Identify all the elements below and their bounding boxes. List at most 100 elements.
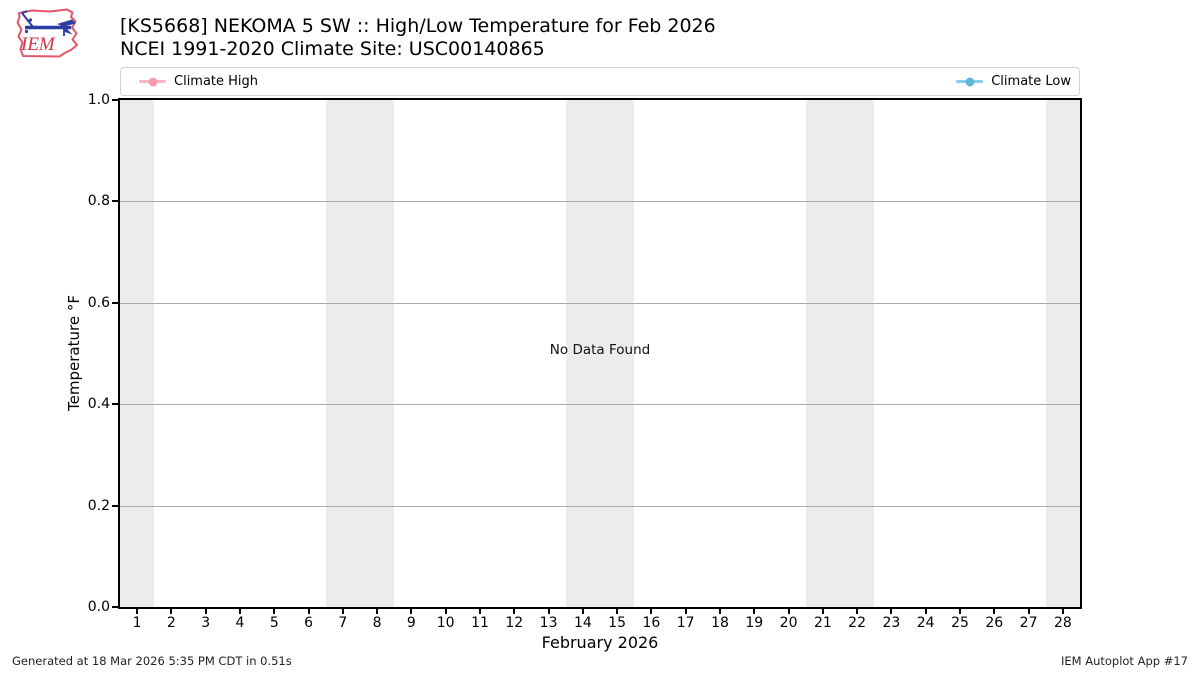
- x-tick-mark: [307, 607, 310, 614]
- x-tick-label: 17: [676, 615, 695, 631]
- x-tick-mark: [1027, 607, 1030, 614]
- legend-label-climate-high: Climate High: [174, 74, 259, 89]
- weekend-band: [1045, 100, 1080, 607]
- gridline: [120, 505, 1080, 507]
- legend-label-climate-low: Climate Low: [991, 74, 1071, 89]
- x-tick-label: 16: [642, 615, 661, 631]
- x-tick-label: 15: [608, 615, 627, 631]
- weekend-band: [565, 100, 635, 607]
- x-tick-label: 7: [338, 615, 348, 631]
- x-tick-mark: [993, 607, 996, 614]
- x-tick-mark: [650, 607, 653, 614]
- no-data-message: No Data Found: [549, 342, 651, 358]
- x-tick-mark: [341, 607, 344, 614]
- weekend-band: [325, 100, 395, 607]
- y-tick-label: 0.4: [87, 396, 110, 413]
- legend-entry-climate-low: Climate Low: [956, 74, 1071, 89]
- x-tick-mark: [136, 607, 139, 614]
- generated-timestamp: Generated at 18 Mar 2026 5:35 PM CDT in …: [12, 654, 292, 668]
- y-tick-mark: [112, 403, 119, 406]
- x-tick-mark: [616, 607, 619, 614]
- y-tick-mark: [112, 504, 119, 507]
- x-tick-mark: [410, 607, 413, 614]
- x-tick-label: 5: [269, 615, 279, 631]
- x-tick-mark: [787, 607, 790, 614]
- x-tick-mark: [890, 607, 893, 614]
- x-tick-mark: [581, 607, 584, 614]
- x-tick-label: 2: [166, 615, 176, 631]
- legend: Climate High Climate Low: [120, 67, 1080, 96]
- x-tick-mark: [547, 607, 550, 614]
- plot-spine-left: [118, 98, 120, 609]
- x-tick-label: 19: [745, 615, 764, 631]
- x-tick-label: 24: [916, 615, 935, 631]
- iowa-outline: [16, 8, 78, 58]
- x-tick-mark: [239, 607, 241, 614]
- x-tick-label: 3: [201, 615, 211, 631]
- x-tick-label: 11: [471, 615, 489, 631]
- x-tick-label: 28: [1053, 615, 1072, 631]
- x-tick-label: 22: [848, 615, 867, 631]
- climate-low-marker-icon: [956, 77, 984, 86]
- weekend-band: [120, 100, 155, 607]
- gridline: [120, 302, 1080, 304]
- y-tick-mark: [112, 301, 119, 304]
- x-tick-label: 26: [985, 615, 1004, 631]
- x-tick-mark: [1061, 607, 1064, 614]
- x-tick-label: 6: [304, 615, 314, 631]
- x-tick-mark: [856, 607, 859, 614]
- x-tick-mark: [684, 607, 687, 614]
- x-tick-mark: [821, 607, 824, 614]
- gridline: [120, 404, 1080, 406]
- chart-subtitle: NCEI 1991-2020 Climate Site: USC00140865: [120, 38, 545, 60]
- x-tick-mark: [376, 607, 379, 614]
- x-tick-label: 4: [235, 615, 245, 631]
- chart-title-block: [KS5668] NEKOMA 5 SW :: High/Low Tempera…: [120, 15, 716, 61]
- y-tick-mark: [112, 200, 119, 203]
- y-tick-label: 0.2: [87, 497, 110, 514]
- logo-text: IEM: [20, 34, 56, 55]
- climate-high-marker-icon: [139, 77, 166, 86]
- x-tick-label: 12: [505, 615, 524, 631]
- x-tick-mark: [170, 607, 173, 614]
- x-tick-label: 18: [711, 615, 729, 631]
- y-tick-label: 0.6: [87, 294, 110, 311]
- x-tick-mark: [513, 607, 516, 614]
- plot-spine-bottom: [119, 607, 1081, 609]
- x-tick-label: 8: [372, 615, 382, 631]
- x-axis-label: February 2026: [541, 633, 659, 652]
- chart-title: [KS5668] NEKOMA 5 SW :: High/Low Tempera…: [120, 15, 716, 37]
- y-tick-mark: [112, 99, 119, 101]
- plot-spine-right: [1080, 98, 1082, 609]
- app-attribution: IEM Autoplot App #17: [1060, 654, 1188, 668]
- weekend-band: [805, 100, 875, 607]
- x-tick-label: 27: [1019, 615, 1038, 631]
- x-tick-label: 13: [539, 615, 558, 631]
- gridline: [120, 201, 1080, 203]
- legend-entry-climate-high: Climate High: [139, 74, 258, 89]
- iem-logo: IEM: [16, 8, 78, 58]
- x-tick-mark: [204, 607, 207, 614]
- y-tick-label: 0.8: [87, 193, 110, 210]
- x-tick-mark: [444, 607, 447, 614]
- x-tick-label: 1: [132, 615, 142, 631]
- y-tick-mark: [112, 606, 119, 608]
- x-tick-mark: [719, 607, 721, 614]
- x-tick-mark: [753, 607, 756, 614]
- x-tick-label: 21: [813, 615, 832, 631]
- y-axis-label: Temperature °F: [65, 295, 83, 411]
- y-tick-label: 0.0: [87, 599, 110, 615]
- plot-area: 0.0 0.2 0.4 0.6 0.8 1.0 1 2 3 4 5 6 7 8 9 10 11 12 13 14 15 1…: [88, 92, 1082, 631]
- y-tick-label: 1.0: [87, 92, 110, 108]
- x-tick-mark: [959, 607, 961, 614]
- weather-vane-icon: [21, 10, 76, 36]
- x-tick-mark: [924, 607, 927, 614]
- x-tick-mark: [479, 607, 481, 614]
- x-tick-label: 14: [573, 615, 592, 631]
- plot-spine-top: [119, 98, 1081, 100]
- x-tick-label: 10: [436, 615, 455, 631]
- x-tick-label: 9: [406, 615, 416, 631]
- x-tick-label: 20: [779, 615, 798, 631]
- x-tick-label: 25: [951, 615, 969, 631]
